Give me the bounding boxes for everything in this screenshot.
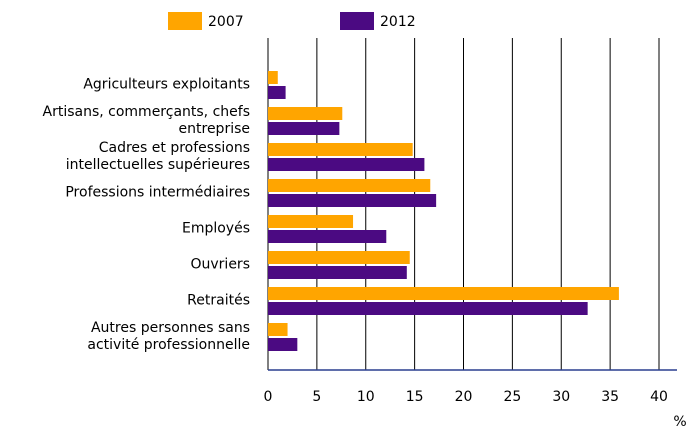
- bar: [268, 143, 413, 156]
- category-label: Agriculteurs exploitants: [83, 76, 250, 93]
- x-axis-label: %: [673, 414, 686, 430]
- bar: [268, 302, 588, 315]
- x-tick-label: 25: [503, 389, 521, 405]
- category-label: Ouvriers: [190, 256, 251, 273]
- legend-swatch: [340, 12, 374, 30]
- bar: [268, 158, 425, 171]
- x-tick-label: 35: [601, 389, 619, 405]
- x-tick-label: 0: [264, 389, 273, 405]
- category-label: Professions intermédiaires: [65, 184, 250, 201]
- bar: [268, 194, 437, 207]
- bar: [268, 251, 410, 264]
- bar: [268, 86, 286, 99]
- category-label: Employés: [181, 220, 250, 237]
- bar: [268, 323, 288, 336]
- category-label: Artisans, commerçants, chefs entreprise: [42, 104, 251, 137]
- bar: [268, 287, 619, 300]
- category-label: Autres personnes sans activité professio…: [87, 320, 250, 353]
- bar: [268, 71, 278, 84]
- bar: [268, 230, 387, 243]
- legend-label: 2007: [208, 14, 244, 30]
- legend-label: 2012: [380, 14, 416, 30]
- bar: [268, 122, 340, 135]
- category-label: Cadres et professions intellectuelles su…: [65, 140, 250, 173]
- bar: [268, 266, 407, 279]
- bar: [268, 107, 343, 120]
- x-tick-label: 40: [650, 389, 668, 405]
- bar: [268, 338, 298, 351]
- x-tick-label: 10: [357, 389, 375, 405]
- x-tick-label: 30: [552, 389, 570, 405]
- legend-swatch: [168, 12, 202, 30]
- x-tick-label: 5: [312, 389, 321, 405]
- bar: [268, 179, 431, 192]
- bar: [268, 215, 354, 228]
- x-tick-label: 15: [406, 389, 424, 405]
- x-tick-label: 20: [455, 389, 473, 405]
- category-label: Retraités: [187, 292, 250, 309]
